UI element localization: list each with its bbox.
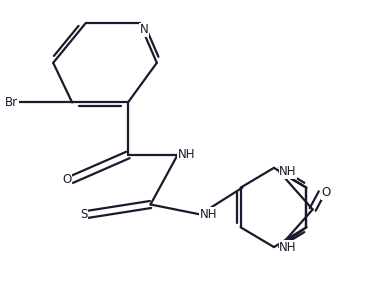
- Text: NH: NH: [200, 208, 218, 221]
- Text: O: O: [322, 186, 331, 199]
- Text: NH: NH: [279, 241, 297, 254]
- Text: S: S: [80, 208, 88, 221]
- Text: NH: NH: [177, 148, 195, 161]
- Text: Br: Br: [5, 96, 18, 109]
- Text: N: N: [140, 23, 149, 36]
- Text: O: O: [62, 173, 71, 186]
- Text: NH: NH: [279, 165, 297, 178]
